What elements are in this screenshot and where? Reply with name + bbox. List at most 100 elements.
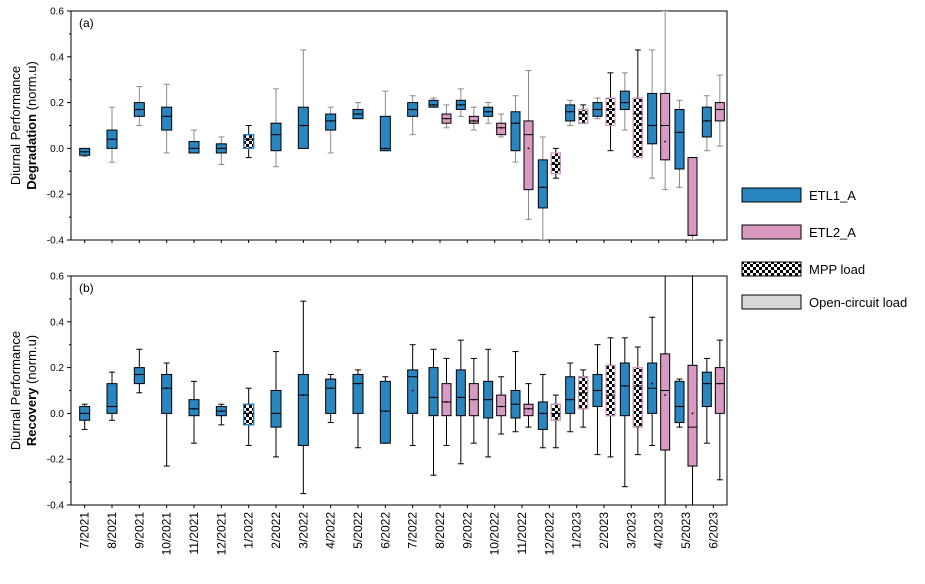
x-tick-label: 3/2023 [624,512,638,549]
y-tick-label: 0.2 [50,363,64,374]
box-iqr [537,401,548,430]
panel-label: (a) [79,16,94,30]
box-iqr [188,399,200,417]
box-iqr [428,99,439,108]
x-tick-label: 10/2021 [160,512,174,556]
box-etl2-a-3-2023 [632,49,643,159]
mean-marker [411,389,414,392]
box-iqr [379,115,391,152]
mean-marker [609,108,612,111]
x-tick-label: 2/2022 [269,512,283,549]
mean-marker [636,389,639,392]
box-etl2-a-6-2023 [714,74,725,147]
y-tick-label: 0.0 [50,144,64,155]
box-iqr [632,367,643,428]
mean-marker [302,124,305,127]
box-iqr [523,120,534,191]
box-series-rim [578,108,589,124]
box-etl1-a-5-2023 [674,378,685,428]
x-tick-label: 4/2023 [652,512,666,549]
mean-marker [514,122,517,125]
box-iqr [270,390,282,428]
mean-marker [459,103,462,106]
box-iqr [510,111,521,152]
mean-marker [623,101,626,104]
box-series-rim [605,364,616,417]
box-iqr [455,369,466,417]
box-etl2-a-2-2023 [605,337,616,458]
box-etl1-a-6-2022 [379,90,391,152]
box-iqr [407,369,419,414]
box-etl2-a-9-2022 [468,106,479,131]
mean-marker [541,186,544,189]
box-iqr [701,106,712,138]
box-iqr [325,378,337,414]
mean-marker [718,382,721,385]
y-axis-label-bold: Degradation [24,114,39,190]
y-tick-label: 0.2 [50,98,64,109]
mean-marker [527,407,530,410]
box-etl2-a-5-2023 [687,157,698,240]
mean-marker [636,124,639,127]
x-tick-labels: 7/2021 8/2021 9/2021 10/2021 11/2021 12/2021 1… [78,512,721,556]
panel-label: (b) [79,281,94,295]
box-etl1-a-4-2022 [325,373,337,424]
mean-marker [596,389,599,392]
y-tick-label: 0.0 [50,409,64,420]
mean-marker [514,403,517,406]
mean-marker [432,396,435,399]
y-tick-label: -0.2 [47,190,65,201]
box-iqr [496,394,507,417]
y-tick-label: 0.4 [50,317,64,328]
y-axis-label: Diurnal PerformanceDegradation (norm.u) [8,61,39,190]
y-axis-label-line1: Diurnal Performance [8,66,23,185]
box-etl2-a-1-2023 [578,369,589,428]
x-tick-label: 7/2022 [406,512,420,549]
x-tick-label: 6/2022 [378,512,392,549]
mean-marker [411,108,414,111]
x-tick-label: 10/2022 [488,512,502,556]
y-axis-label-units: (norm.u) [24,61,39,114]
box-series-rim [632,367,643,428]
box-etl1-a-8-2022 [428,97,439,108]
x-tick-label: 1/2022 [242,512,256,549]
mean-marker [384,147,387,150]
mean-marker [609,394,612,396]
mean-marker [83,412,86,415]
mean-marker [705,382,708,385]
mean-marker [623,385,626,387]
box-etl1-a-4-2023 [647,316,658,446]
mean-marker [165,115,168,118]
mean-marker [220,147,223,150]
y-axis-label-line1: Diurnal Performance [8,331,23,450]
x-tick-label: 5/2022 [351,512,365,549]
box-series-rim [605,97,616,127]
box-iqr [133,367,145,385]
mean-marker [459,396,462,399]
y-tick-label: 0.6 [50,7,64,18]
mean-marker [247,412,250,415]
mean-marker [651,382,654,385]
box-iqr [674,380,685,424]
legend-item-open: Open-circuit load [741,294,907,310]
box-etl2-a-12-2022 [550,394,561,449]
box-iqr [714,367,725,414]
box-series-rim [550,403,561,421]
box-etl2-a-11-2022 [523,383,534,428]
legend-label: Open-circuit load [809,295,907,310]
box-etl1-a-7-2022 [407,95,419,136]
box-etl2-a-11-2022 [523,70,534,220]
mean-marker [500,126,503,129]
y-axis-label-bold: Recovery [24,387,39,446]
mean-marker [691,412,694,415]
box-etl1-a-10-2021 [161,83,173,154]
mean-marker [569,398,572,401]
box-group [79,11,725,240]
box-etl1-a-2-2023 [592,344,603,456]
y-tick-label: 0.4 [50,52,64,63]
box-etl1-a-7-2021 [79,403,91,430]
box-iqr [325,113,337,131]
legend-label: ETL2_A [809,225,856,240]
panel-a: 0.6 0.4 0.2 0.0 -0.2 -0.4 (a) Diurnal Performan… [8,7,728,247]
